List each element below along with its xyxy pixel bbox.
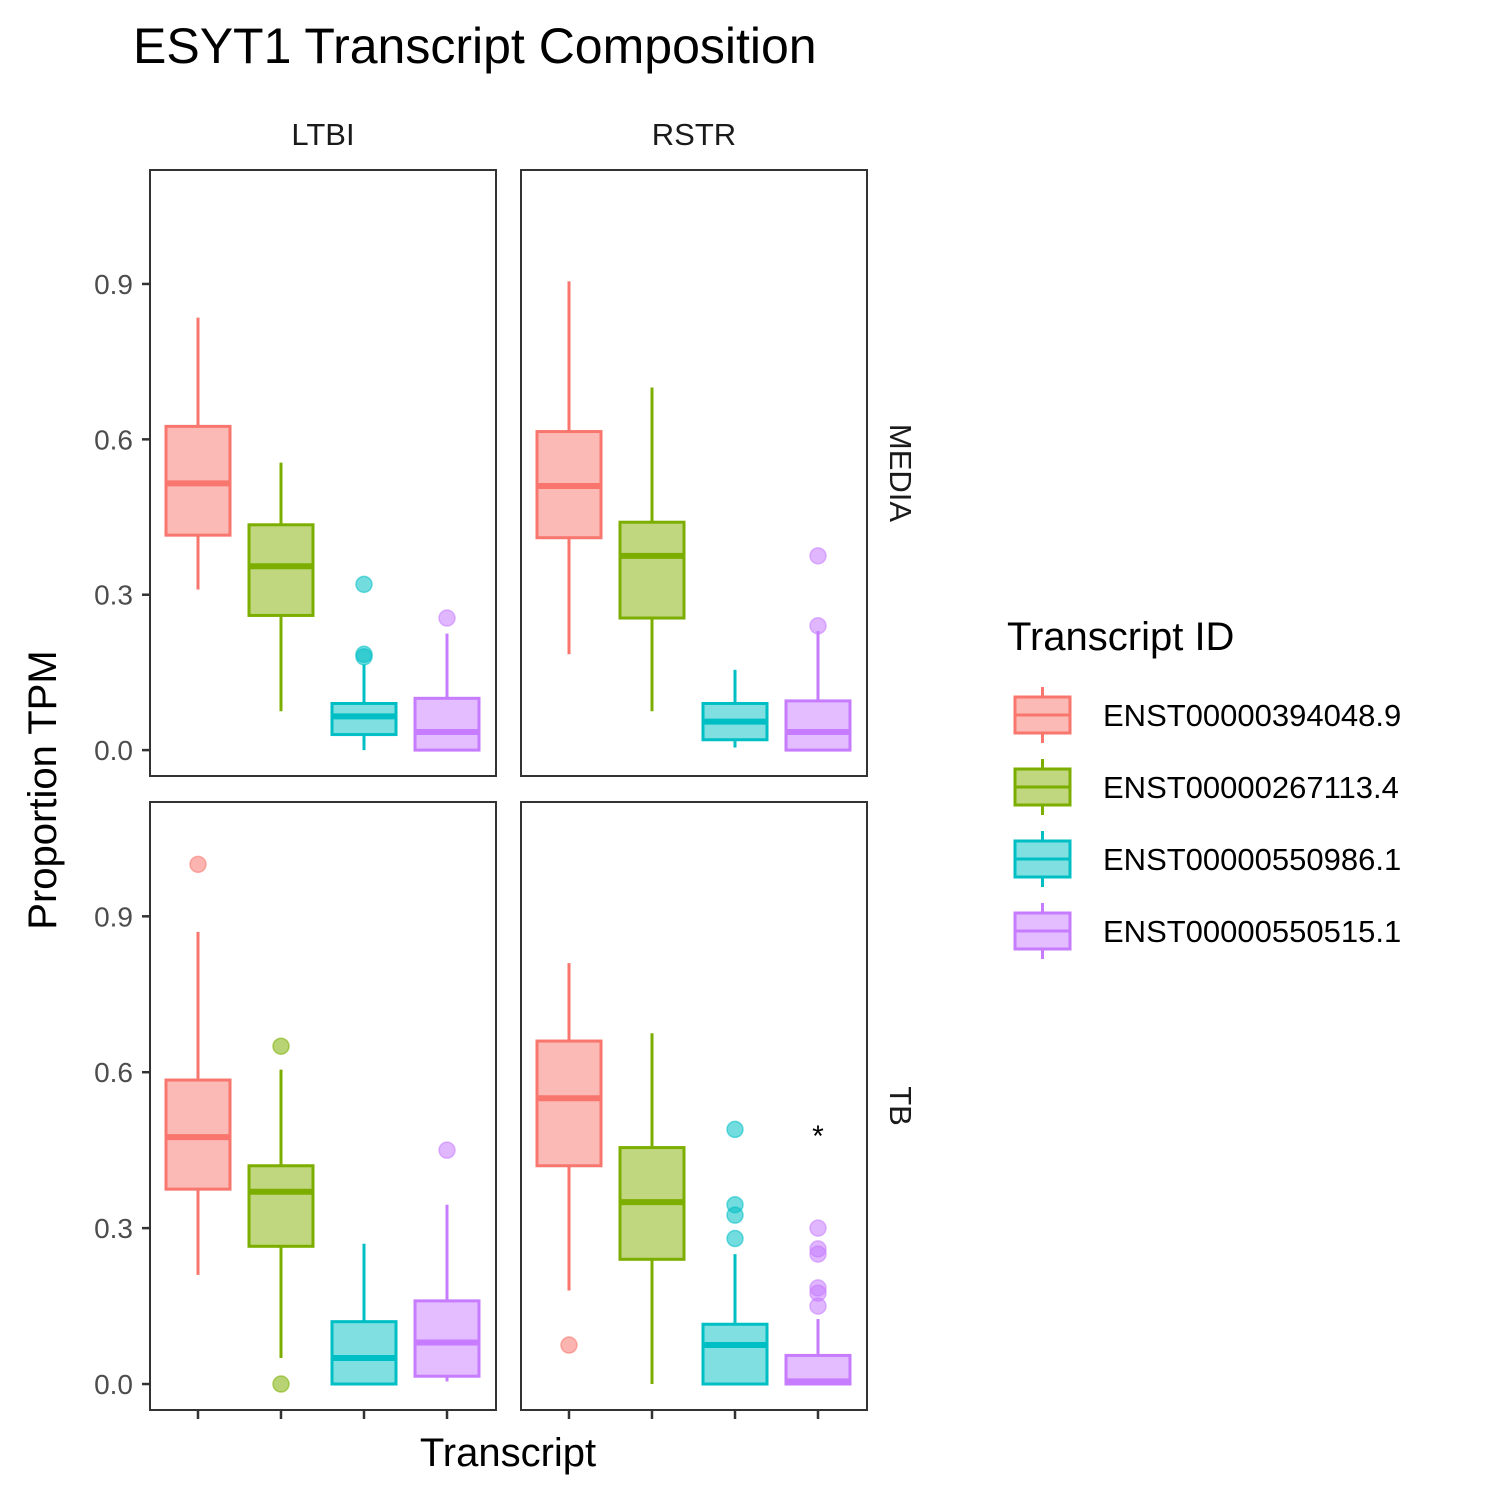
legend-item: ENST00000550515.1 [1013, 903, 1401, 959]
y-tick-label: 0.9 [94, 901, 133, 932]
panel-rstr-media [520, 169, 868, 777]
panel-ltbi-media [149, 169, 497, 777]
facet-strip-col-ltbi: LTBI [291, 117, 354, 152]
box-enst00000550986-1 [330, 575, 398, 751]
box-enst00000267113-4 [618, 387, 686, 712]
panel-border [149, 169, 497, 777]
outlier-point [189, 855, 207, 874]
box-enst00000267113-4 [247, 1037, 315, 1393]
box-enst00000550515-1 [413, 609, 481, 752]
chart-title: ESYT1 Transcript Composition [133, 18, 817, 74]
significance-annotation: * [812, 1120, 824, 1153]
facet-strip-col-rstr: RSTR [652, 117, 736, 152]
box-enst00000550986-1 [701, 669, 769, 748]
y-tick-label: 0.3 [94, 580, 133, 611]
outlier-point [560, 1336, 578, 1354]
box-enst00000267113-4 [618, 1033, 686, 1385]
box-iqr [247, 523, 315, 617]
outlier-point [272, 1375, 290, 1393]
legend-item-label: ENST00000394048.9 [1103, 698, 1401, 733]
legend-item-label: ENST00000267113.4 [1103, 770, 1399, 805]
y-tick-label: 0.3 [94, 1213, 133, 1244]
box-iqr [535, 1039, 603, 1168]
box-iqr [618, 520, 686, 620]
outlier-point [809, 1297, 827, 1315]
outlier-point [438, 1141, 456, 1159]
legend-item: ENST00000394048.9 [1013, 687, 1401, 743]
y-tick-label: 0.9 [94, 269, 133, 300]
facet-strip-row-tb: TB [883, 1086, 918, 1126]
facet-panels: LTBI RSTR MEDIA TB 0.0 0.3 0.6 0.9 0.0 0.3 0.6 0.9 * [94, 117, 918, 1419]
panel-border [520, 801, 868, 1411]
outlier-point [355, 648, 373, 666]
box-enst00000550986-1 [701, 1120, 769, 1386]
panel-border [149, 801, 497, 1411]
box-enst00000394048-9 [535, 963, 603, 1354]
box-enst00000394048-9 [164, 855, 232, 1275]
panel-border [520, 169, 868, 777]
outlier-point [726, 1120, 744, 1139]
y-axis-title: Proportion TPM [21, 650, 65, 929]
panel-rstr-tb: * [520, 801, 868, 1411]
box-iqr [247, 1164, 315, 1248]
outlier-point [272, 1037, 290, 1055]
x-axis-title: Transcript [420, 1431, 596, 1475]
legend-title: Transcript ID [1007, 615, 1234, 659]
y-tick-label: 0.6 [94, 424, 133, 455]
facet-strip-row-media: MEDIA [883, 424, 918, 523]
legend-item-label: ENST00000550515.1 [1103, 914, 1401, 949]
outlier-point [809, 1245, 827, 1263]
panel-ltbi-tb [149, 801, 497, 1411]
outlier-point [809, 1219, 827, 1237]
legend-item: ENST00000550986.1 [1013, 831, 1401, 887]
box-iqr [413, 696, 481, 752]
outlier-point [355, 575, 373, 594]
y-tick-label: 0.6 [94, 1057, 133, 1088]
outlier-point [726, 1229, 744, 1248]
legend-item-label: ENST00000550986.1 [1103, 842, 1401, 877]
box-enst00000394048-9 [164, 317, 232, 590]
box-iqr [701, 1322, 769, 1386]
outlier-point [809, 617, 827, 635]
y-tick-label: 0.0 [94, 1369, 133, 1400]
box-enst00000550515-1 [784, 1219, 852, 1386]
outlier-point [438, 609, 456, 627]
box-enst00000550515-1 [784, 547, 852, 752]
legend: ENST00000394048.9 ENST00000267113.4 ENST00… [1013, 687, 1401, 959]
legend-item: ENST00000267113.4 [1013, 759, 1399, 815]
box-iqr [330, 1320, 398, 1386]
box-enst00000267113-4 [247, 462, 315, 712]
box-enst00000394048-9 [535, 281, 603, 655]
box-iqr [784, 699, 852, 752]
box-iqr [413, 1299, 481, 1378]
box-enst00000550515-1 [413, 1141, 481, 1382]
y-tick-label: 0.0 [94, 735, 133, 766]
box-enst00000550986-1 [330, 1243, 398, 1386]
outlier-point [809, 547, 827, 565]
outlier-point [726, 1206, 744, 1224]
